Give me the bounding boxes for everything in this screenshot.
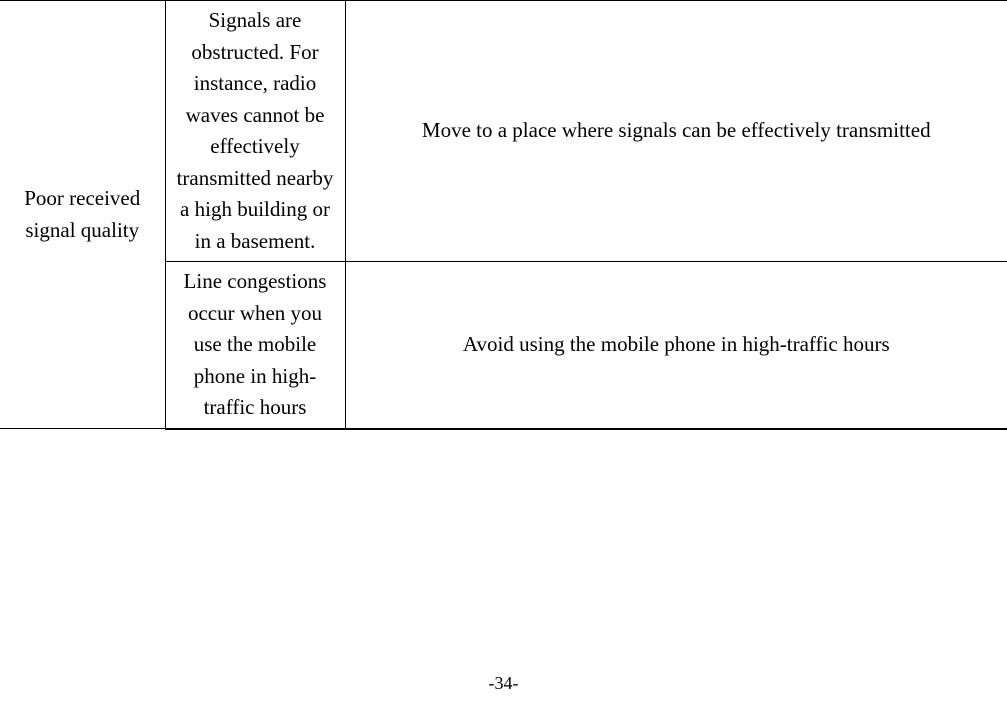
problem-cell: Poor received signal quality <box>0 1 165 429</box>
solution-cell: Avoid using the mobile phone in high-tra… <box>345 262 1007 429</box>
cause-cell: Signals are obstructed. For instance, ra… <box>165 1 345 262</box>
troubleshooting-table: Poor received signal quality Signals are… <box>0 0 1007 430</box>
solution-cell: Move to a place where signals can be eff… <box>345 1 1007 262</box>
page-number: -34- <box>0 673 1007 694</box>
table-row: Poor received signal quality Signals are… <box>0 1 1007 262</box>
table: Poor received signal quality Signals are… <box>0 0 1007 430</box>
cause-cell: Line congestions occur when you use the … <box>165 262 345 429</box>
